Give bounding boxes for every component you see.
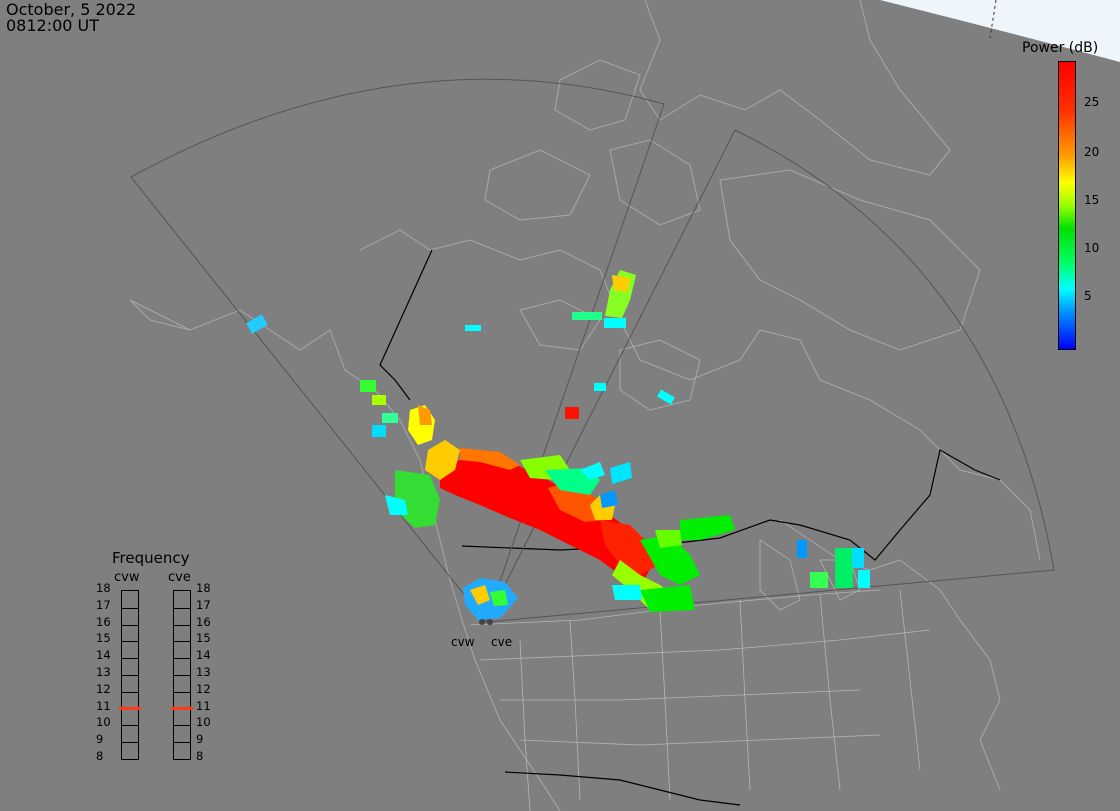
frequency-title: Frequency	[112, 549, 190, 567]
site-label-cve: cve	[491, 635, 513, 649]
frequency-tick-left: 18	[96, 581, 111, 595]
frequency-tick-right: 9	[196, 732, 204, 747]
colorbar-tick: 10	[1084, 241, 1100, 255]
colorbar-tick: 5	[1084, 289, 1092, 303]
frequency-tick-right: 18	[196, 581, 211, 595]
frequency-tick-right: 14	[196, 648, 211, 663]
frequency-tick-left: 17	[96, 597, 111, 612]
frequency-gauge-gridline	[122, 725, 138, 727]
frequency-current-marker	[119, 707, 141, 711]
frequency-tick-left: 16	[96, 614, 111, 629]
site-label-cvw: cvw	[451, 635, 475, 649]
frequency-gauge-cvw	[119, 590, 141, 760]
frequency-tick-left: 10	[96, 715, 111, 730]
frequency-gauge-gridline	[174, 742, 190, 744]
frequency-tick-right: 8	[196, 749, 204, 763]
frequency-tick-right: 12	[196, 681, 211, 696]
frequency-tick-right: 17	[196, 597, 211, 612]
backscatter-data	[246, 270, 870, 620]
frequency-tick-left: 11	[96, 698, 111, 713]
frequency-radar-label-cvw: cvw	[114, 570, 140, 585]
frequency-gauge-cve	[171, 590, 193, 760]
colorbar-tick: 25	[1084, 95, 1100, 109]
frequency-tick-right: 13	[196, 665, 211, 679]
frequency-tick-right: 16	[196, 614, 211, 629]
frequency-gauge-gridline	[122, 641, 138, 643]
frequency-gauge-gridline	[122, 675, 138, 676]
state-borders	[469, 589, 931, 811]
frequency-tick-left: 13	[96, 665, 111, 679]
frequency-tick-left: 12	[96, 681, 111, 696]
daylight-region	[880, 0, 1120, 62]
frequency-radar-label-cve: cve	[168, 570, 191, 585]
power-colorbar	[1058, 61, 1076, 350]
colorbar-title: Power (dB)	[1022, 40, 1099, 56]
frequency-gauge-gridline	[122, 624, 138, 626]
time-label: 0812:00 UT	[6, 16, 100, 35]
coastlines	[129, 0, 1041, 811]
field-of-view	[130, 78, 1055, 624]
colorbar-tick: 20	[1084, 145, 1100, 159]
frequency-gauge-gridline	[122, 607, 138, 609]
frequency-gauge-gridline	[174, 641, 190, 643]
frequency-tick-left: 14	[96, 648, 111, 663]
frequency-tick-right: 11	[196, 698, 211, 713]
frequency-gauge-gridline	[122, 742, 138, 744]
radar-site-markers	[479, 619, 493, 625]
frequency-gauge-gridline	[122, 658, 138, 660]
frequency-gauge-gridline	[174, 607, 190, 609]
date-label: October, 5 2022	[6, 0, 137, 19]
frequency-gauge-gridline	[174, 658, 190, 660]
frequency-tick-left: 15	[96, 631, 111, 646]
frequency-gauge-gridline	[174, 725, 190, 727]
frequency-gauge-gridline	[174, 691, 190, 693]
colorbar-tick: 15	[1084, 193, 1100, 207]
frequency-tick-right: 15	[196, 631, 211, 646]
frequency-gauge-gridline	[122, 691, 138, 693]
frequency-tick-right: 10	[196, 715, 211, 730]
frequency-tick-left: 8	[96, 749, 104, 763]
terminator-line	[989, 0, 997, 39]
frequency-gauge-gridline	[174, 675, 190, 676]
frequency-current-marker	[171, 707, 193, 711]
frequency-gauge-gridline	[174, 624, 190, 626]
frequency-tick-left: 9	[96, 732, 104, 747]
